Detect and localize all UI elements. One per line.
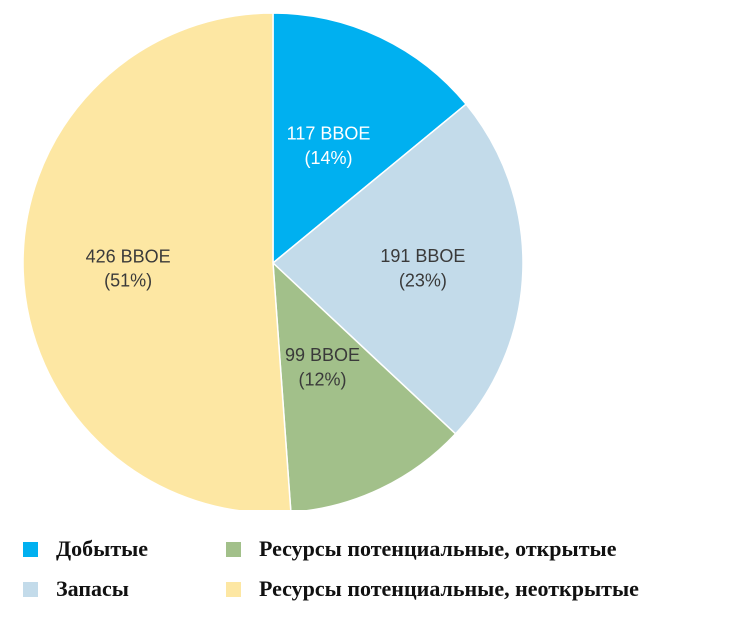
pie-label-undiscovered-resources-percent: (51%) (104, 270, 152, 290)
pie-slice-discovered-resources (272, 261, 457, 510)
legend-item-mined: Добытые (23, 536, 148, 562)
legend-swatch-undiscovered-resources (226, 581, 241, 597)
legend-label-undiscovered-resources: Ресурсы потенциальные, неоткрытые (259, 576, 639, 601)
pie-slice-mined (272, 12, 468, 265)
legend: Добытые Запасы Ресурсы потенциальные, от… (0, 530, 737, 625)
legend-item-undiscovered-resources: Ресурсы потенциальные, неоткрытые (226, 576, 639, 602)
pie-labels: 117 BBOE (14%) 191 BBOE (23%) 99 BBOE (12%) 42… (86, 123, 466, 389)
legend-label-mined: Добытые (56, 536, 149, 561)
pie-chart: 117 BBOE (14%) 191 BBOE (23%) 99 BBOE (12%) 42… (22, 12, 524, 510)
legend-swatch-mined (23, 541, 38, 557)
pie-label-discovered-resources-value: 99 BBOE (285, 345, 360, 365)
pie-label-reserves-percent: (23%) (399, 270, 447, 290)
pie-label-reserves-value: 191 BBOE (380, 246, 465, 266)
legend-label-discovered-resources: Ресурсы потенциальные, открытые (259, 536, 617, 561)
legend-item-reserves: Запасы (23, 576, 129, 602)
pie-label-mined: 117 BBOE (14%) (287, 123, 371, 167)
pie-slice-reserves (271, 103, 524, 435)
pie-label-discovered-resources-percent: (12%) (298, 369, 346, 389)
legend-label-reserves: Запасы (56, 576, 129, 601)
pie-label-undiscovered-resources: 426 BBOE (51%) (86, 246, 171, 290)
pie-slice-undiscovered-resources (22, 12, 292, 510)
pie-label-discovered-resources: 99 BBOE (12%) (285, 345, 360, 389)
pie-slices (22, 12, 524, 510)
pie-label-reserves: 191 BBOE (23%) (380, 246, 465, 290)
legend-swatch-discovered-resources (226, 541, 241, 557)
pie-label-mined-value: 117 BBOE (287, 123, 371, 143)
legend-swatch-reserves (23, 581, 38, 597)
pie-label-undiscovered-resources-value: 426 BBOE (86, 246, 171, 266)
legend-item-discovered-resources: Ресурсы потенциальные, открытые (226, 536, 616, 562)
pie-label-mined-percent: (14%) (304, 148, 352, 168)
